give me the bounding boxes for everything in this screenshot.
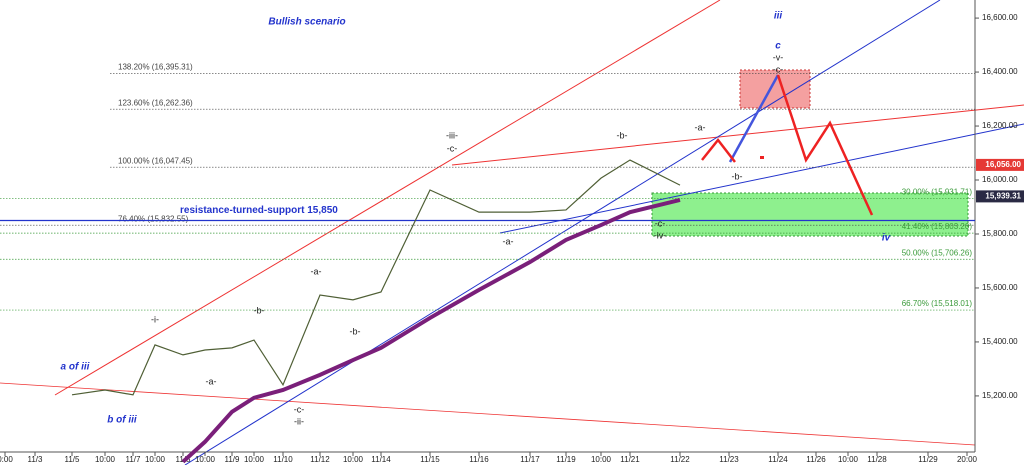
x-tick-label: 10:00 (145, 455, 166, 464)
x-tick-label: 11/23 (719, 455, 739, 464)
wave-label: -a- (311, 266, 322, 276)
x-tick-label: 11/26 (806, 455, 826, 464)
wave-label: -ii- (294, 416, 304, 426)
projection (728, 74, 780, 163)
x-tick-label: 11/7 (126, 455, 142, 464)
x-tick-label: 11/29 (918, 455, 938, 464)
price-line (181, 198, 681, 464)
fib-label: 41.40% (15,803.20) (902, 222, 973, 231)
support-label: resistance-turned-support 15,850 (180, 205, 338, 216)
price-tag (976, 158, 1024, 171)
y-tick-label: 15,800.00 (982, 229, 1018, 238)
fib-label: 50.00% (15,706.26) (902, 248, 973, 257)
y-tick-label: 16,600.00 (982, 13, 1018, 22)
wave-label: -a- (206, 376, 217, 386)
wave-label: -a- (503, 236, 514, 246)
x-tick-label: 11/22 (670, 455, 690, 464)
wave-label: a of iii (61, 362, 90, 373)
x-tick-label: 11/15 (420, 455, 440, 464)
x-tick-label: 11/21 (620, 455, 640, 464)
x-tick-label: 11/28 (867, 455, 887, 464)
wave-label: -iv- (654, 230, 667, 240)
wave-label: b of iii (107, 415, 137, 426)
wave-label: c (775, 41, 781, 52)
fib-label: 30.00% (15,931.71) (902, 188, 973, 197)
x-tick-label: 11/14 (371, 455, 391, 464)
x-tick-label: 11/17 (520, 455, 540, 464)
wave-label: -b- (254, 305, 265, 315)
y-tick-label: 16,000.00 (982, 175, 1018, 184)
y-tick-label: 16,400.00 (982, 67, 1018, 76)
fib-label: 76.40% (15,832.55) (118, 214, 189, 223)
x-tick-label: 11/5 (65, 455, 81, 464)
projection (776, 74, 874, 216)
x-tick-label: 11/19 (556, 455, 576, 464)
x-tick-label: 11/24 (768, 455, 788, 464)
x-tick-label: 11/3 (28, 455, 44, 464)
y-tick-label: 16,200.00 (982, 121, 1018, 130)
marker (760, 156, 764, 159)
wave-label: -b- (617, 130, 628, 140)
x-tick-label: 11/10 (273, 455, 293, 464)
x-tick-label: 20:00 (957, 455, 978, 464)
support-box (651, 192, 969, 237)
wave-label: -a- (695, 122, 706, 132)
x-tick-label: 10:00 (195, 455, 216, 464)
wave-label: -b- (350, 326, 361, 336)
trend-line (54, 0, 721, 396)
wave-label: -c- (447, 143, 458, 153)
x-tick-label: 10:00 (591, 455, 612, 464)
y-tick-label: 15,600.00 (982, 283, 1018, 292)
x-tick-label: 11/9 (225, 455, 241, 464)
x-tick-label: 11/16 (469, 455, 489, 464)
wave-label: iii (774, 11, 783, 22)
x-tick-label: 11/12 (310, 455, 330, 464)
trend-line (499, 123, 1024, 234)
price-line (71, 159, 681, 396)
x-tick-label: 10:00 (244, 455, 265, 464)
wave-label: -b- (732, 171, 743, 181)
price-tag-label: 16,056.00 (985, 160, 1021, 169)
target-box (739, 69, 811, 109)
y-tick-label: 15,200.00 (982, 391, 1018, 400)
y-tick-label: 15,400.00 (982, 337, 1018, 346)
projection (701, 137, 736, 163)
wave-label: -c- (294, 404, 305, 414)
wave-label: -v- (773, 52, 784, 62)
x-tick-label: 10:00 (838, 455, 859, 464)
price-tag-label: 15,939.31 (985, 191, 1021, 200)
x-tick-label: 10:00 (343, 455, 364, 464)
fib-label: 100.00% (16,047.45) (118, 156, 193, 165)
fib-label: 66.70% (15,518.01) (902, 299, 973, 308)
trend-line (451, 104, 1024, 166)
fib-label: 138.20% (16,395.31) (118, 62, 193, 71)
wave-label: -i- (151, 314, 159, 324)
x-tick-label: 0:00 (0, 455, 13, 464)
trend-line (184, 0, 941, 465)
fib-label: 123.60% (16,262.36) (118, 98, 193, 107)
wave-label: -c- (655, 218, 666, 228)
wave-label: -c- (773, 64, 784, 74)
wave-label: -iii- (446, 130, 458, 140)
price-tag (976, 190, 1024, 203)
x-tick-label: 10:00 (95, 455, 116, 464)
chart-title: Bullish scenario (268, 17, 345, 28)
trend-line (0, 382, 976, 446)
wave-label: iv (882, 233, 892, 244)
